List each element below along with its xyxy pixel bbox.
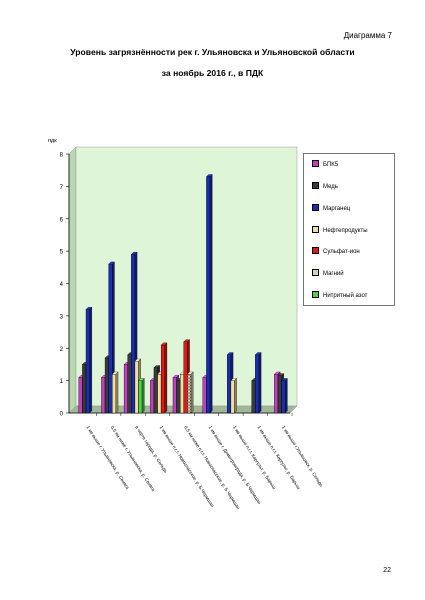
diagram-label: Диаграмма 7 (343, 31, 392, 40)
y-tick-label: 3 (60, 314, 64, 320)
y-tick-label: 0 (60, 412, 64, 418)
legend-swatch (312, 268, 319, 276)
bar-Марганец-0 (85, 306, 93, 414)
bar-Нефтепродукты-1 (111, 371, 119, 414)
x-tick-label: 1 км выше г. Ульяновска, р. Свияга (85, 425, 130, 491)
y-axis-label: пдк (48, 138, 57, 144)
legend-item: Нитритный азот (312, 290, 368, 301)
legend-label: Медь (323, 184, 338, 190)
y-tick-label: 2 (60, 347, 64, 353)
x-tick-label: 1 км выше г.Ульяновск, р. Сельдь (281, 425, 324, 488)
y-tick-label: 4 (60, 282, 64, 288)
legend-label: Нитритный азот (323, 293, 368, 299)
legend-label: Сульфат-ион (323, 249, 360, 255)
x-tick-label: 1 км выше п.г.т. Каргульт, р. Барыш (232, 425, 277, 491)
y-tick-label: 7 (60, 185, 64, 191)
legend-label: Марганец (323, 206, 351, 212)
chart-subtitle: за ноябрь 2016 г., в ПДК (161, 68, 264, 78)
legend-item: Магний (312, 268, 344, 279)
legend-swatch (312, 290, 319, 298)
legend-item: Марганец (312, 203, 351, 214)
bar-Сульфат-ион-3 (160, 342, 168, 414)
x-tick-label: 1 км выше п.г.т. Новоспасское, р. Б.Черм… (159, 425, 216, 508)
legend-swatch (312, 181, 319, 189)
y-tick-label: 1 (60, 379, 64, 385)
bar-Магний-4 (187, 371, 194, 414)
bar-Нитритный азот-2 (138, 378, 145, 414)
plot-side-wall (68, 146, 77, 414)
legend-swatch (312, 225, 319, 233)
legend-swatch (312, 159, 319, 167)
legend-label: Магний (323, 271, 344, 277)
bar-Марганец-8 (281, 378, 288, 414)
y-tick-label: 6 (60, 217, 64, 223)
page-number: 22 (383, 567, 391, 574)
y-tick-label: 8 (60, 153, 64, 159)
bar-Марганец-7 (254, 352, 262, 414)
legend-swatch (312, 203, 319, 211)
legend-item: БПК5 (312, 159, 339, 170)
legend-item: Нефтепродукты (312, 225, 368, 236)
legend-item: Сульфат-ион (312, 246, 360, 257)
x-tick-label: 0,5 км ниже г. Ульяновска, р. Свияга (110, 425, 156, 493)
y-tick-label: 5 (60, 250, 64, 256)
x-tick-label: 1 км выше г. Димитровграда, р. Б.Чермшан (208, 425, 263, 506)
legend-swatch (312, 246, 319, 254)
chart-title: Уровень загрязнённости рек г. Ульяновска… (70, 47, 355, 57)
legend-item: Медь (312, 181, 338, 192)
legend-label: БПК5 (323, 162, 339, 168)
bar-Марганец-5 (206, 174, 213, 414)
bar-Нефтепродукты-6 (230, 378, 238, 414)
x-tick-label: 1 км выше п.г.т. Каргульт, р. Барыш (256, 425, 301, 491)
chart-legend: БПК5 Медь Марганец Нефтепродукты Сульфат-ион… (303, 153, 395, 306)
legend-label: Нефтепродукты (323, 228, 368, 234)
